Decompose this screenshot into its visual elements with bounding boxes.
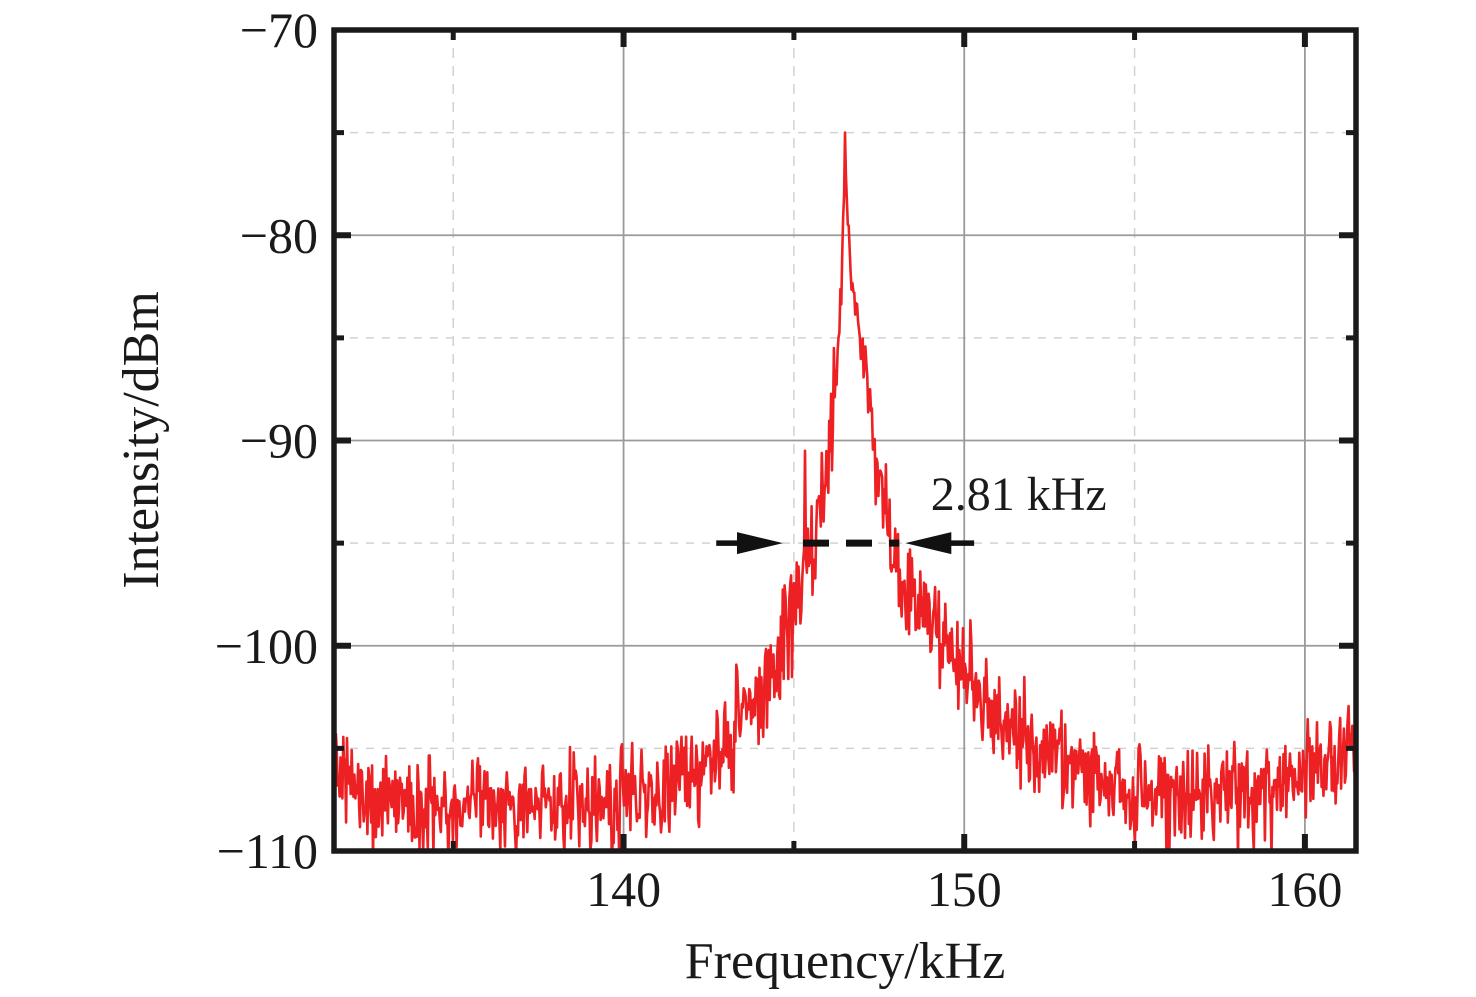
y-tick-label: −90	[240, 413, 318, 469]
y-tick-label: −110	[217, 823, 318, 879]
linewidth-annotation-label: 2.81 kHz	[931, 468, 1107, 521]
left-pointing-arrowhead	[905, 532, 952, 555]
y-tick-label: −70	[240, 2, 318, 58]
plot-frame-and-annotations	[331, 27, 1359, 854]
axis-labels: −70 −80 −90 −100 −110 140 150 160 Freque…	[113, 2, 1342, 990]
x-axis-title: Frequency/kHz	[685, 933, 1006, 990]
y-axis-title: Intensity/dBm	[113, 291, 170, 589]
y-tick-label: −100	[215, 618, 318, 674]
x-tick-label: 140	[586, 861, 661, 917]
y-tick-label: −80	[240, 207, 318, 263]
right-pointing-arrowhead	[736, 532, 783, 555]
plot-area	[334, 30, 1356, 851]
x-tick-label: 150	[927, 861, 1002, 917]
x-tick-label: 160	[1267, 861, 1342, 917]
beat-note-spectrum	[336, 131, 1354, 849]
